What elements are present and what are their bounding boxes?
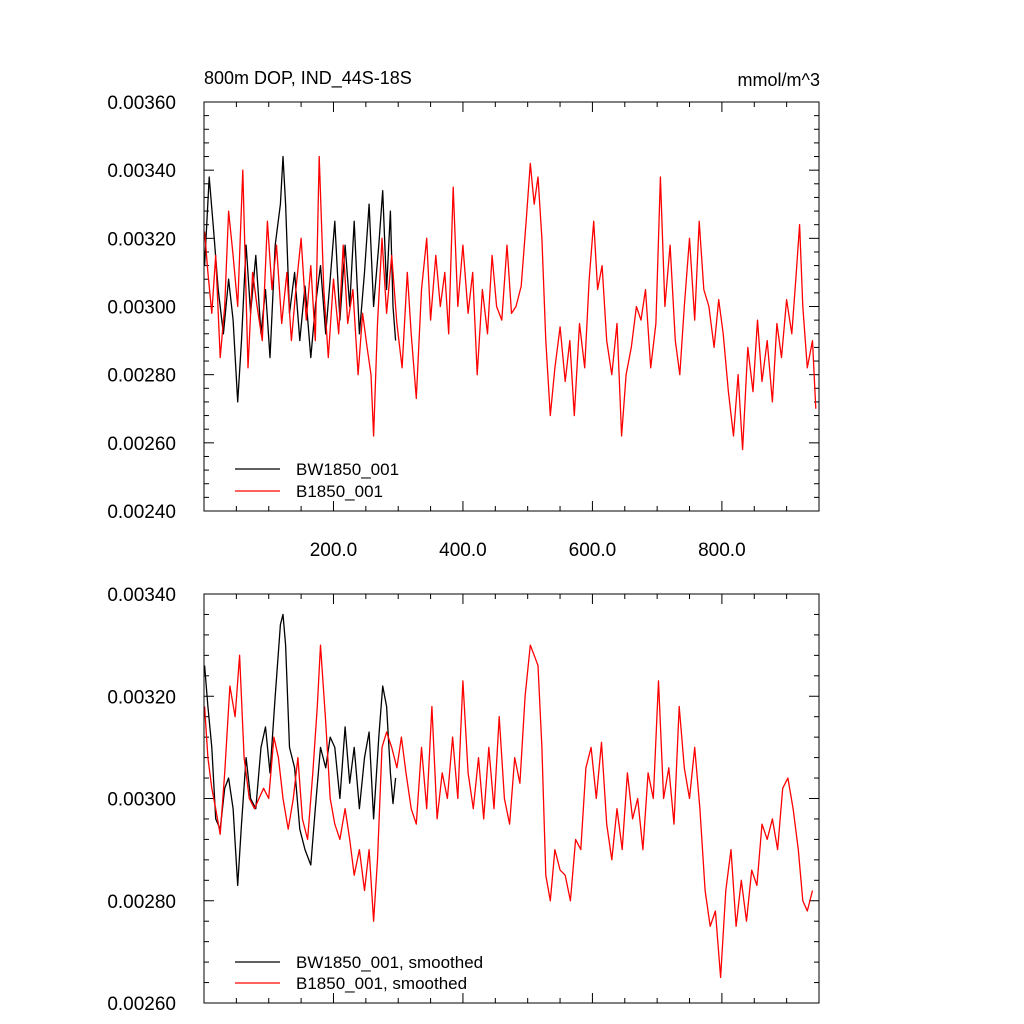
y-tick-label: 0.00300 xyxy=(107,790,176,811)
top-panel: 800m DOP, IND_44S-18S mmol/m^3 0.002400.… xyxy=(107,68,820,561)
bottom-plot-frame xyxy=(203,593,820,1004)
x-tick-label: 400.0 xyxy=(439,540,487,561)
top-chart-units: mmol/m^3 xyxy=(738,70,820,90)
x-tick-label: 600.0 xyxy=(569,540,617,561)
y-tick-label: 0.00340 xyxy=(107,585,176,606)
y-tick-label: 0.00260 xyxy=(107,434,176,455)
bottom-series xyxy=(203,613,814,979)
y-tick-label: 0.00320 xyxy=(107,687,176,708)
bottom-y-tick-labels: 0.00260 0.00280 0.00300 0.00320 0.00340 xyxy=(107,585,176,1015)
bottom-panel: 0.00260 0.00280 0.00300 0.00320 0.00340 BW18… xyxy=(107,585,820,1015)
y-tick-label: 0.00280 xyxy=(107,366,176,387)
series-line-bw1850 xyxy=(203,613,397,887)
y-tick-label: 0.00300 xyxy=(107,298,176,319)
x-tick-label: 200.0 xyxy=(310,540,358,561)
top-x-tick-labels: 200.0 400.0 600.0 800.0 xyxy=(310,540,746,561)
top-legend: BW1850_001 B1850_001 xyxy=(235,460,399,501)
series-line-bw1850 xyxy=(203,155,397,403)
top-plot-frame xyxy=(203,101,820,512)
bottom-legend-label-bw: BW1850_001, smoothed xyxy=(296,953,483,972)
top-legend-label-bw: BW1850_001 xyxy=(296,460,399,479)
top-chart-title: 800m DOP, IND_44S-18S xyxy=(204,68,412,89)
x-tick-label: 800.0 xyxy=(698,540,746,561)
bottom-legend-label-b: B1850_001, smoothed xyxy=(296,974,467,993)
y-tick-label: 0.00360 xyxy=(107,93,176,114)
series-line-b1850 xyxy=(203,644,814,979)
y-tick-label: 0.00240 xyxy=(107,502,176,523)
y-tick-label: 0.00340 xyxy=(107,161,176,182)
top-series xyxy=(203,155,817,451)
bottom-legend: BW1850_001, smoothed B1850_001, smoothed xyxy=(235,953,483,993)
top-legend-label-b: B1850_001 xyxy=(296,482,383,501)
y-tick-label: 0.00320 xyxy=(107,229,176,250)
y-tick-label: 0.00260 xyxy=(107,994,176,1015)
top-y-tick-labels: 0.00240 0.00260 0.00280 0.00300 0.00320 0.003… xyxy=(107,93,176,523)
y-tick-label: 0.00280 xyxy=(107,892,176,913)
series-line-b1850 xyxy=(203,155,817,451)
